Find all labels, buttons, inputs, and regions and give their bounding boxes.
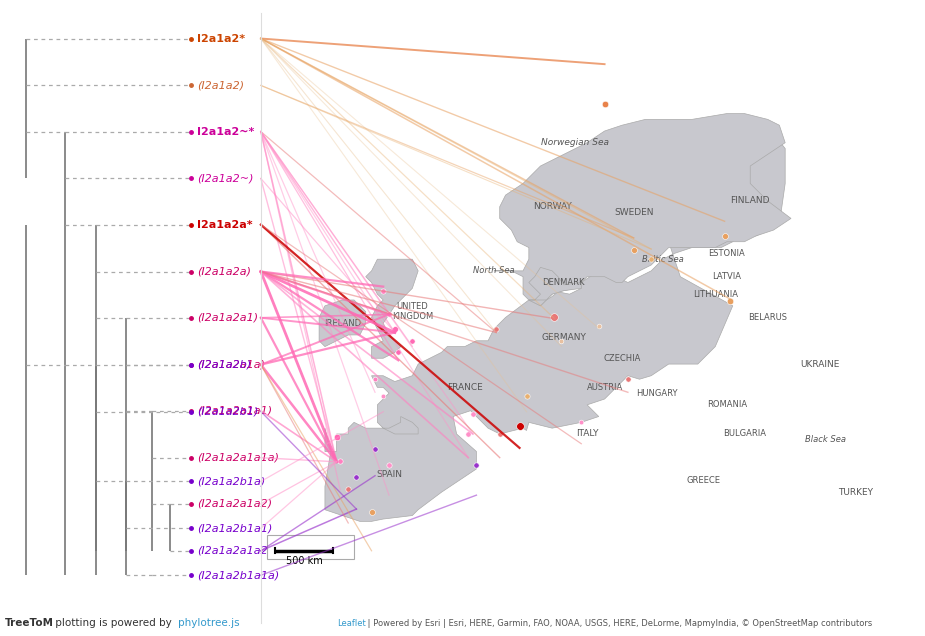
Text: Leaflet: Leaflet — [338, 619, 366, 628]
Polygon shape — [319, 300, 365, 347]
Text: UNITED
KINGDOM: UNITED KINGDOM — [391, 302, 433, 321]
Text: (I2a1a2b1a): (I2a1a2b1a) — [197, 476, 265, 487]
Text: BELARUS: BELARUS — [748, 313, 787, 322]
Text: AUSTRIA: AUSTRIA — [586, 383, 623, 392]
Text: GREECE: GREECE — [686, 476, 721, 485]
Text: (I2a1a2a1a1a): (I2a1a2a1a1a) — [197, 453, 279, 463]
Polygon shape — [494, 114, 791, 306]
Text: I2a1a2a*: I2a1a2a* — [197, 219, 253, 230]
Text: (I2a1a2a1a2): (I2a1a2a1a2) — [197, 499, 273, 509]
Text: FRANCE: FRANCE — [447, 383, 483, 392]
Text: 500 km: 500 km — [286, 556, 322, 566]
Text: (I2a1a2b1a1): (I2a1a2b1a1) — [197, 523, 273, 534]
Text: (I2a1a2a1a2a): (I2a1a2a1a2a) — [197, 546, 279, 556]
Text: Norwegian Sea: Norwegian Sea — [541, 138, 610, 147]
Text: I2a1a2*: I2a1a2* — [197, 34, 245, 43]
Text: (I2a1a2a1a1): (I2a1a2a1a1) — [197, 406, 273, 416]
Text: IRELAND: IRELAND — [324, 319, 361, 328]
Text: TreeToM: TreeToM — [5, 618, 54, 628]
Text: I2a1a2~*: I2a1a2~* — [197, 127, 254, 137]
Text: (I2a1a2b): (I2a1a2b) — [197, 359, 252, 370]
Text: (I2a1a2a1a): (I2a1a2a1a) — [197, 359, 265, 370]
Text: (I2a1a2b1): (I2a1a2b1) — [197, 406, 259, 417]
Text: | Powered by Esri | Esri, HERE, Garmin, FAO, NOAA, USGS, HERE, DeLorme, MapmyInd: | Powered by Esri | Esri, HERE, Garmin, … — [365, 619, 872, 628]
Text: (I2a1a2~): (I2a1a2~) — [197, 174, 253, 183]
Text: plotting is powered by: plotting is powered by — [52, 618, 175, 628]
Text: LATVIA: LATVIA — [712, 272, 742, 281]
Text: HUNGARY: HUNGARY — [636, 389, 678, 398]
Text: (I2a1a2): (I2a1a2) — [197, 80, 244, 90]
Text: GERMANY: GERMANY — [541, 333, 586, 342]
Text: phylotree.js: phylotree.js — [178, 618, 240, 628]
Text: LITHUANIA: LITHUANIA — [693, 289, 738, 299]
Text: BULGARIA: BULGARIA — [723, 429, 766, 438]
Text: Baltic Sea: Baltic Sea — [642, 254, 684, 264]
Text: (I2a1a2a): (I2a1a2a) — [197, 266, 252, 277]
Text: TURKEY: TURKEY — [838, 488, 872, 497]
Text: North Sea: North Sea — [473, 266, 514, 275]
Text: CZECHIA: CZECHIA — [603, 354, 641, 363]
Polygon shape — [365, 259, 418, 358]
Text: Black Sea: Black Sea — [806, 435, 846, 445]
Text: SPAIN: SPAIN — [376, 470, 402, 480]
Text: ITALY: ITALY — [576, 429, 598, 438]
Polygon shape — [325, 120, 785, 522]
Text: UKRAINE: UKRAINE — [800, 359, 840, 369]
Text: DENMARK: DENMARK — [543, 278, 585, 287]
Text: ROMANIA: ROMANIA — [707, 400, 747, 410]
FancyBboxPatch shape — [266, 536, 354, 558]
Text: (I2a1a2b1a1a): (I2a1a2b1a1a) — [197, 570, 279, 580]
Polygon shape — [529, 267, 581, 300]
Text: ESTONIA: ESTONIA — [709, 249, 746, 258]
Text: SWEDEN: SWEDEN — [614, 208, 653, 217]
Text: FINLAND: FINLAND — [731, 197, 770, 205]
Text: NORWAY: NORWAY — [533, 202, 572, 211]
Text: (I2a1a2a1): (I2a1a2a1) — [197, 313, 258, 322]
